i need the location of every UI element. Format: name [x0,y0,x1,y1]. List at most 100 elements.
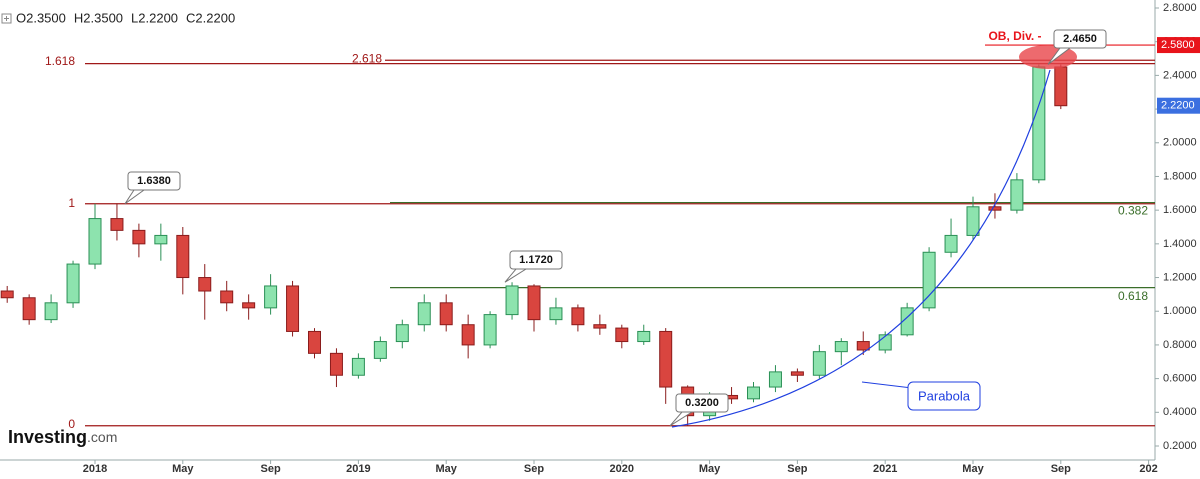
candle-body [659,330,673,388]
candle-body [373,341,387,359]
x-tick-label: Sep [787,463,807,475]
level-tag [1157,37,1200,54]
x-tick-label: May [699,463,721,475]
candle-body [812,351,826,376]
x-tick-label: Sep [524,463,544,475]
y-tick-label: 0.8000 [1163,339,1197,351]
level-label: 0 [68,417,75,431]
ohlc-text: H2.3500 [74,10,123,25]
candle-body [88,218,102,265]
callout-label: 1.1720 [519,254,553,266]
candle-body [637,330,651,343]
parabola-box [907,381,981,411]
candle-body [110,218,124,231]
candle-body [571,307,585,326]
callout-label: 1.6380 [137,175,171,187]
last-price-tag [1157,97,1200,114]
watermark: Investing.com [8,427,117,447]
y-tick-label: 2.4000 [1163,69,1197,81]
ohlc-text: O2.3500 [16,10,66,25]
candle-body [944,234,958,253]
candle-body [1054,66,1068,107]
candle-body [351,357,365,376]
y-tick-label: 2.8000 [1163,2,1197,14]
candle-body [527,285,541,321]
x-tick-label: 2021 [873,463,897,475]
candle-body [220,290,234,304]
level-label: 2.618 [352,51,382,65]
candle-body [22,297,36,321]
candle-body [790,371,804,376]
candle-body [242,302,256,309]
x-tick-label: Sep [261,463,281,475]
ohlc-text: L2.2200 [131,10,178,25]
candle-body [856,341,870,351]
candle-body [154,234,168,245]
callout-label: 0.3200 [685,397,719,409]
candle-body [483,314,497,346]
x-tick-label: May [962,463,984,475]
callout-box [127,171,181,191]
watermark-brand: Investing [8,427,87,447]
candle-body [834,341,848,353]
candle-body [988,206,1002,211]
callout-box [509,250,563,270]
y-tick-label: 0.4000 [1163,406,1197,418]
candle-body [1032,66,1046,181]
grid: 0.2000 0.4000 0.6000 0.8000 1.0000 1.2000 1.40… [83,2,1197,475]
y-tick-label: 1.6000 [1163,204,1197,216]
callout-box [1053,29,1107,49]
x-tick-label: Sep [1051,463,1071,475]
parabola-label: Parabola [918,388,971,403]
candle-body [439,302,453,326]
callout-box [675,393,729,413]
y-tick-label: 0.6000 [1163,373,1197,385]
x-tick-label: 2019 [346,463,370,475]
candle-body [549,307,563,321]
watermark-suffix: .com [87,429,117,445]
toggle-plus [4,16,9,21]
candle-body [44,302,58,321]
candle-body [878,334,892,351]
y-tick-label: 1.8000 [1163,170,1197,182]
level-tag-label: 2.5800 [1161,39,1195,51]
candle-body [198,277,212,292]
level-label: 1 [68,196,75,210]
candle-body [593,324,607,329]
candle-body [395,324,409,343]
last-price-label: 2.2200 [1161,100,1195,112]
candle-body [132,229,146,245]
y-tick-label: 0.2000 [1163,440,1197,452]
candle-body [308,330,321,354]
x-tick-label: 2020 [610,463,634,475]
candle-body [176,234,190,279]
candle-body [747,386,760,400]
candle-body [922,251,936,309]
candle-body [1010,179,1024,211]
candle-body [0,290,14,299]
x-tick-label: May [435,463,457,475]
parabola-curve [671,69,1051,428]
ohlc-text: C2.2200 [186,10,235,25]
level-label: 0.618 [1118,289,1148,303]
candle-body [768,371,782,388]
header: O2.3500 H2.3500 L2.2200 C2.2200 [16,10,235,25]
level-label: 0.382 [1118,204,1148,218]
x-tick-label: 202 [1139,463,1157,475]
candle-body [329,352,343,376]
y-tick-label: 1.4000 [1163,238,1197,250]
candle-body [66,263,80,304]
candle-body [417,302,431,326]
y-tick-label: 1.2000 [1163,271,1197,283]
candle-body [264,285,278,309]
ob-label: OB, Div. - [988,29,1041,43]
toggle-icon[interactable] [1,13,12,24]
candle-body [615,327,629,343]
y-tick-label: 2.0000 [1163,137,1197,149]
candle-body [286,285,300,332]
candle-body [966,206,980,236]
x-tick-label: 2018 [83,463,107,475]
candle-body [505,285,519,316]
callout-label: 2.4650 [1063,33,1097,45]
candle-body [461,324,475,346]
